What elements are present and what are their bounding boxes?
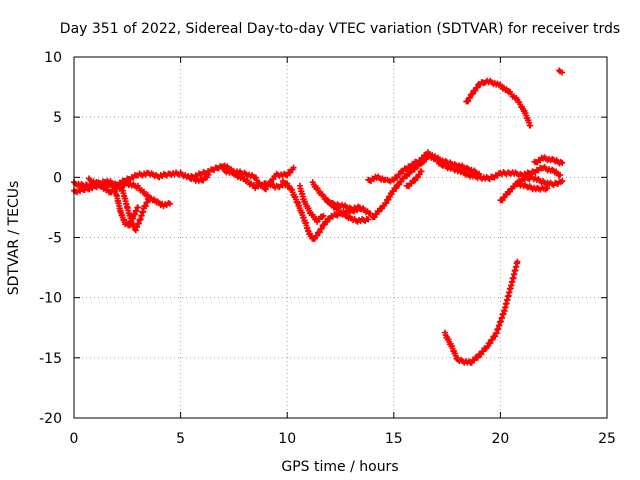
series-arc-10 [322, 194, 372, 225]
y-tick-label: -10 [39, 291, 62, 307]
series-arc-18 [463, 77, 534, 129]
data-point [367, 210, 374, 217]
data-point [314, 232, 321, 239]
data-point [480, 348, 487, 355]
data-point [394, 174, 401, 181]
y-tick-label: -5 [48, 231, 62, 247]
data-point [412, 177, 419, 184]
series-arc-19 [556, 67, 566, 76]
data-point [396, 181, 403, 188]
series-arc-11 [369, 152, 564, 221]
data-point [250, 181, 257, 188]
chart-title: Day 351 of 2022, Sidereal Day-to-day VTE… [60, 21, 620, 37]
data-point [474, 84, 481, 91]
axis-ticks: 0 5 10 15 20 25 -20 -15 -10 -5 0 5 10 [39, 50, 616, 447]
data-point [484, 343, 491, 350]
data-point [506, 188, 513, 195]
data-point [469, 90, 476, 97]
data-marks [71, 67, 566, 366]
series-arc-8 [296, 182, 327, 225]
y-tick-label: -15 [39, 351, 62, 367]
data-point [287, 169, 294, 176]
series-arc-20 [441, 258, 521, 366]
data-point [166, 200, 173, 207]
x-tick-label: 25 [598, 431, 616, 447]
data-point [527, 122, 534, 129]
data-point [390, 188, 397, 195]
data-point [134, 204, 141, 211]
data-point [365, 216, 372, 223]
data-point [284, 172, 291, 179]
y-tick-label: 5 [53, 110, 62, 126]
data-point [262, 186, 269, 193]
data-point [474, 354, 481, 361]
data-point [379, 205, 386, 212]
data-point [404, 173, 411, 180]
data-point [396, 171, 403, 178]
data-point [466, 94, 473, 101]
data-point [499, 197, 506, 204]
data-point [316, 229, 323, 236]
data-point [398, 178, 405, 185]
series-arc-17 [514, 179, 551, 193]
data-point [388, 191, 395, 198]
data-point [382, 176, 389, 183]
series-arc-13 [365, 173, 389, 184]
data-point [559, 159, 566, 166]
x-tick-label: 10 [278, 431, 296, 447]
data-point [324, 218, 331, 225]
y-tick-label: 10 [44, 50, 62, 66]
data-point [321, 221, 328, 228]
data-point [416, 171, 423, 178]
data-point [559, 177, 566, 184]
data-point [503, 191, 510, 198]
data-point [489, 336, 496, 343]
data-point [290, 164, 297, 171]
data-point [200, 177, 207, 184]
data-point [270, 176, 277, 183]
data-point [556, 67, 563, 74]
data-point [472, 87, 479, 94]
data-point [393, 185, 400, 192]
series-arc-4 [109, 181, 141, 229]
data-point [375, 208, 382, 215]
data-point [418, 168, 425, 175]
y-tick-label: -20 [39, 411, 62, 427]
y-tick-label: 0 [53, 170, 62, 186]
x-tick-label: 0 [70, 431, 79, 447]
x-tick-label: 20 [491, 431, 509, 447]
data-point [311, 235, 318, 242]
x-tick-label: 5 [176, 431, 185, 447]
series-arc-1 [71, 169, 212, 190]
data-point [465, 98, 472, 105]
data-point [487, 339, 494, 346]
data-point [476, 170, 483, 177]
series-arc-12 [384, 149, 483, 185]
data-point [371, 214, 378, 221]
data-point [492, 333, 499, 340]
x-tick-label: 15 [385, 431, 403, 447]
data-point [414, 174, 421, 181]
data-point [318, 225, 325, 232]
data-point [320, 212, 327, 219]
data-point [356, 204, 363, 211]
y-axis-title: SDTVAR / TECUs [6, 181, 22, 296]
series-arc-16 [531, 154, 566, 167]
series-arc-15 [497, 174, 566, 204]
series-arc-14 [403, 168, 425, 190]
data-point [514, 258, 521, 265]
data-point [557, 171, 564, 178]
data-point [390, 177, 397, 184]
x-axis-title: GPS time / hours [281, 459, 398, 475]
data-point [544, 185, 551, 192]
data-point [478, 351, 485, 358]
